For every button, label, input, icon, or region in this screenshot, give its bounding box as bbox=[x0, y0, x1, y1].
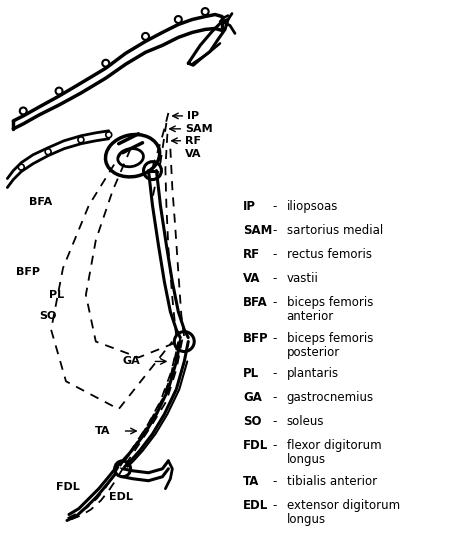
Text: IP: IP bbox=[243, 201, 256, 213]
Text: -: - bbox=[273, 272, 277, 285]
Text: biceps femoris: biceps femoris bbox=[287, 296, 373, 309]
Text: TA: TA bbox=[243, 475, 259, 488]
Text: vastii: vastii bbox=[287, 272, 319, 285]
Ellipse shape bbox=[118, 149, 143, 167]
Text: IP: IP bbox=[187, 111, 200, 121]
Text: BFP: BFP bbox=[243, 332, 269, 345]
Text: soleus: soleus bbox=[287, 415, 324, 428]
Text: rectus femoris: rectus femoris bbox=[287, 248, 372, 261]
Text: extensor digitorum: extensor digitorum bbox=[287, 499, 400, 511]
Text: BFA: BFA bbox=[243, 296, 268, 309]
Text: PL: PL bbox=[49, 290, 64, 300]
Text: BFP: BFP bbox=[16, 267, 40, 277]
Text: anterior: anterior bbox=[287, 310, 334, 323]
Text: RF: RF bbox=[243, 248, 260, 261]
Text: plantaris: plantaris bbox=[287, 368, 339, 380]
Text: SAM: SAM bbox=[243, 224, 272, 237]
Text: FDL: FDL bbox=[243, 439, 268, 452]
Text: tibialis anterior: tibialis anterior bbox=[287, 475, 377, 488]
Text: sartorius medial: sartorius medial bbox=[287, 224, 383, 237]
Text: EDL: EDL bbox=[243, 499, 268, 511]
Text: SAM: SAM bbox=[185, 124, 213, 134]
Text: -: - bbox=[273, 332, 277, 345]
Text: VA: VA bbox=[185, 149, 202, 159]
Text: -: - bbox=[273, 415, 277, 428]
Text: -: - bbox=[273, 248, 277, 261]
Text: VA: VA bbox=[243, 272, 260, 285]
Text: flexor digitorum: flexor digitorum bbox=[287, 439, 381, 452]
Text: -: - bbox=[273, 224, 277, 237]
Text: -: - bbox=[273, 296, 277, 309]
Text: BFA: BFA bbox=[29, 197, 53, 208]
Text: SO: SO bbox=[39, 311, 57, 320]
Text: -: - bbox=[273, 475, 277, 488]
Text: EDL: EDL bbox=[109, 492, 133, 502]
Text: PL: PL bbox=[243, 368, 259, 380]
Text: -: - bbox=[273, 368, 277, 380]
Text: TA: TA bbox=[95, 426, 111, 436]
Text: RF: RF bbox=[185, 136, 201, 146]
Text: posterior: posterior bbox=[287, 346, 340, 358]
Text: longus: longus bbox=[287, 513, 326, 525]
Text: FDL: FDL bbox=[56, 482, 80, 492]
Text: -: - bbox=[273, 439, 277, 452]
Text: GA: GA bbox=[123, 356, 141, 366]
Text: -: - bbox=[273, 391, 277, 404]
Text: SO: SO bbox=[243, 415, 261, 428]
Text: GA: GA bbox=[243, 391, 262, 404]
Text: gastrocnemius: gastrocnemius bbox=[287, 391, 374, 404]
Text: iliopsoas: iliopsoas bbox=[287, 201, 338, 213]
Text: -: - bbox=[273, 201, 277, 213]
Text: biceps femoris: biceps femoris bbox=[287, 332, 373, 345]
Text: longus: longus bbox=[287, 453, 326, 466]
Text: -: - bbox=[273, 499, 277, 511]
